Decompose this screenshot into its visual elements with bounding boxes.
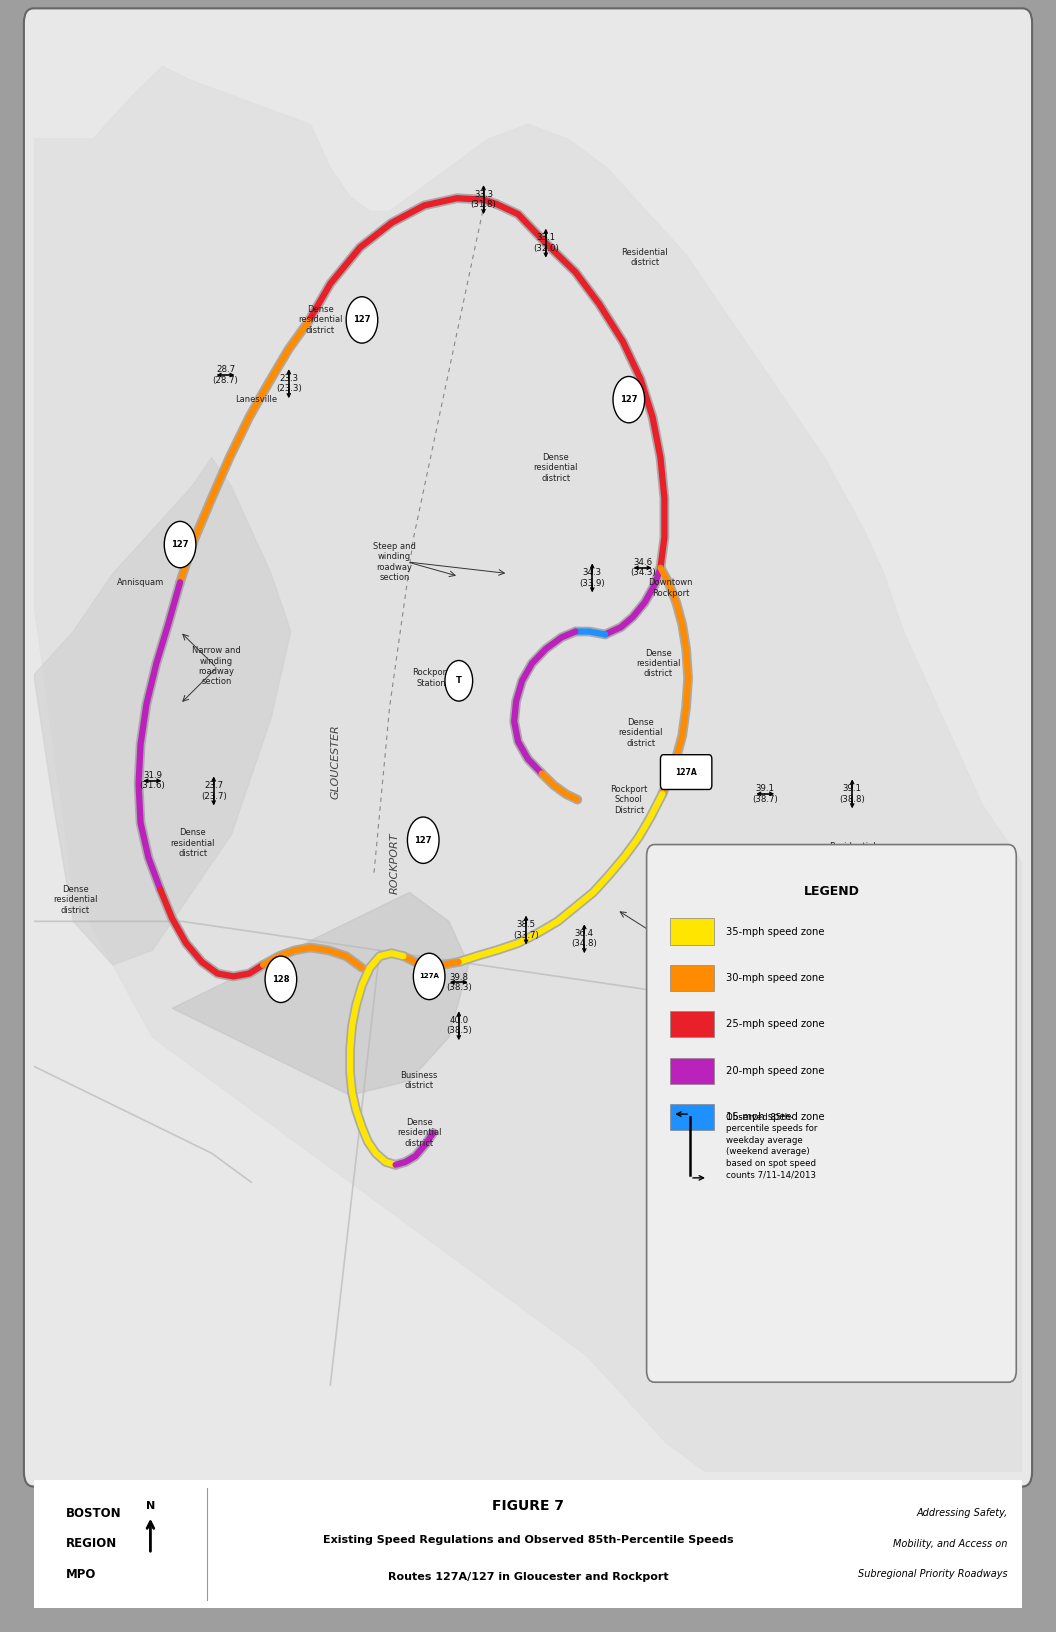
Text: Narrow and
winding
roadway
section: Narrow and winding roadway section [192,646,241,687]
Text: Business
district: Business district [400,1071,438,1090]
FancyBboxPatch shape [671,1103,714,1129]
Text: Rockport
Station: Rockport Station [413,667,450,687]
Text: 127: 127 [171,540,189,548]
Text: Steep and
winding
roadway
section: Steep and winding roadway section [373,542,416,583]
Text: ROCKPORT: ROCKPORT [390,832,399,894]
Text: 30-mph speed zone: 30-mph speed zone [725,973,824,982]
Text: 23.3
(23.3): 23.3 (23.3) [276,374,302,393]
Text: Residential
district: Residential district [829,842,875,862]
Text: 20-mph speed zone: 20-mph speed zone [725,1066,824,1075]
Text: Dense
residential
district: Dense residential district [619,718,663,747]
Text: 127A: 127A [675,767,697,777]
Circle shape [612,377,644,423]
Text: 40.0
(38.5): 40.0 (38.5) [446,1017,472,1035]
Text: GLOUCESTER: GLOUCESTER [331,725,340,800]
Text: 31.9
(31.6): 31.9 (31.6) [139,770,166,790]
Text: Rockport
School
District: Rockport School District [610,785,647,814]
FancyBboxPatch shape [671,1012,714,1038]
FancyBboxPatch shape [14,1477,1042,1611]
Text: Lanesville: Lanesville [235,395,278,405]
Circle shape [165,521,196,568]
Text: LEGEND: LEGEND [804,885,860,898]
Text: 128: 128 [272,974,289,984]
Text: Mobility, and Access on: Mobility, and Access on [893,1539,1007,1549]
Text: Routes 127A/127 in Gloucester and Rockport: Routes 127A/127 in Gloucester and Rockpo… [388,1572,668,1581]
Text: T: T [456,676,461,685]
FancyBboxPatch shape [660,754,712,790]
Text: Dense
residential
district: Dense residential district [533,452,578,483]
Circle shape [413,953,445,1000]
Circle shape [265,956,297,1002]
Text: Residential
district: Residential district [729,847,776,867]
FancyBboxPatch shape [671,919,714,945]
Polygon shape [34,457,290,965]
Text: Addressing Safety,: Addressing Safety, [917,1508,1007,1518]
Text: 33.3
(31.8): 33.3 (31.8) [471,189,496,209]
Text: 38.5
(33.7): 38.5 (33.7) [513,920,539,940]
Text: N: N [146,1501,155,1511]
Text: 23.7
(23.7): 23.7 (23.7) [201,782,227,801]
Text: 35-mph speed zone: 35-mph speed zone [725,927,824,937]
Text: 34.6
(34.3): 34.6 (34.3) [629,558,656,578]
FancyBboxPatch shape [671,965,714,991]
Text: 127A: 127A [419,973,439,979]
Text: 15-mph speed zone: 15-mph speed zone [725,1111,825,1123]
Text: Downtown
Rockport: Downtown Rockport [648,578,693,597]
Polygon shape [34,67,1022,1472]
Text: REGION: REGION [65,1537,116,1550]
Circle shape [445,661,473,702]
Text: Dense
residential
district: Dense residential district [53,885,97,914]
Text: Narrow and
winding
roadway
section: Narrow and winding roadway section [652,929,700,969]
Text: 39.1
(38.8): 39.1 (38.8) [840,783,865,803]
Text: 127: 127 [620,395,638,405]
Text: Dense
residential
district: Dense residential district [636,648,681,679]
Text: Residential
district: Residential district [621,248,668,268]
Text: 36.4
(34.8): 36.4 (34.8) [571,929,598,948]
Text: Dense
residential
district: Dense residential district [397,1118,441,1147]
FancyBboxPatch shape [646,844,1016,1382]
Text: BOSTON: BOSTON [65,1506,121,1519]
Text: Observed 85th-
percentile speeds for
weekday average
(weekend average)
based on : Observed 85th- percentile speeds for wee… [725,1113,817,1178]
FancyBboxPatch shape [671,1058,714,1084]
Polygon shape [172,893,469,1095]
Text: 34.3
(33.9): 34.3 (33.9) [580,568,605,588]
Text: 127: 127 [353,315,371,325]
Text: 25-mph speed zone: 25-mph speed zone [725,1020,825,1030]
Text: 33.1
(32.0): 33.1 (32.0) [533,233,559,253]
Text: Dense
residential
district: Dense residential district [298,305,343,335]
Text: 127: 127 [414,836,432,845]
Text: 28.7
(28.7): 28.7 (28.7) [212,366,239,385]
Text: FIGURE 7: FIGURE 7 [492,1498,564,1513]
Circle shape [408,818,439,863]
FancyBboxPatch shape [24,8,1032,1487]
Text: Dense
residential
district: Dense residential district [171,827,215,858]
Text: 39.8
(38.3): 39.8 (38.3) [446,973,472,992]
Text: Subregional Priority Roadways: Subregional Priority Roadways [857,1570,1007,1580]
Circle shape [346,297,378,343]
Text: MPO: MPO [65,1568,96,1581]
Text: 39.1
(38.7): 39.1 (38.7) [752,783,778,803]
Text: Annisquam: Annisquam [117,578,164,588]
Text: Existing Speed Regulations and Observed 85th-Percentile Speeds: Existing Speed Regulations and Observed … [323,1536,733,1546]
